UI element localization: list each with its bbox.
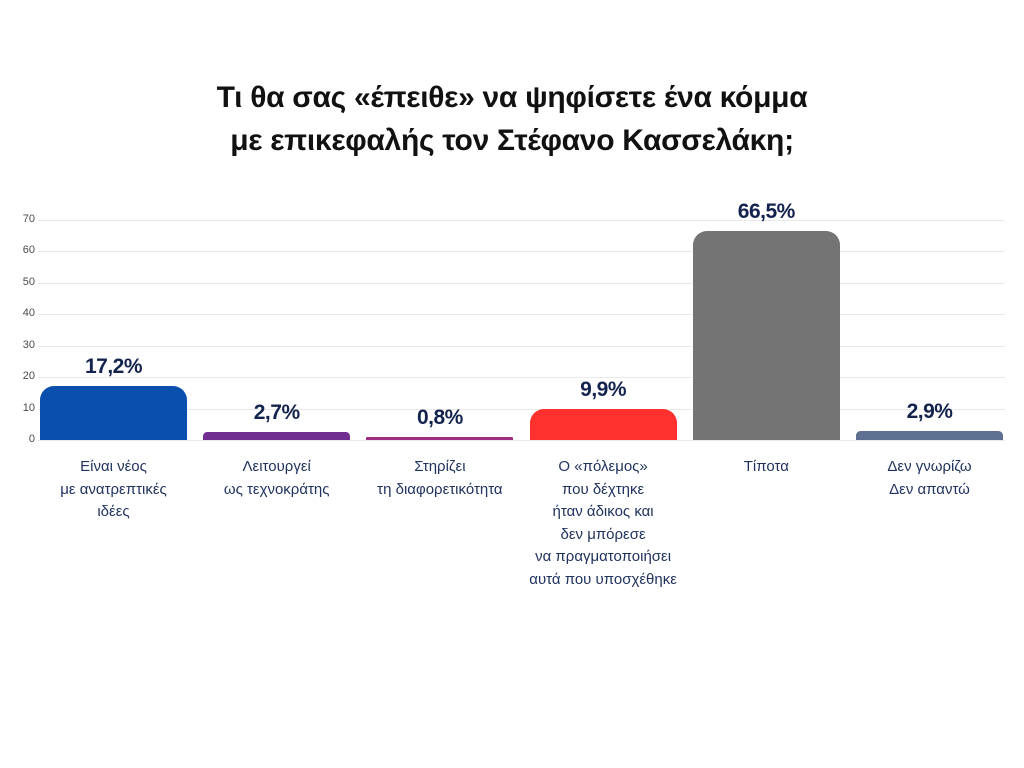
chart-title-line-1: Τι θα σας «έπειθε» να ψηφίσετε ένα κόμμα <box>216 81 808 114</box>
y-axis-tick-label: 60 <box>22 244 35 257</box>
y-gridline <box>38 408 1005 410</box>
y-axis-tick-label: 70 <box>22 213 35 225</box>
category-label: Λειτουργεί ως τεχνοκράτης <box>182 456 372 501</box>
bar-value-label: 17,2% <box>84 354 143 378</box>
category-label-line: δεν μπόρεσε <box>560 525 646 543</box>
category-label-line: Ο «πόλεμος» <box>558 458 648 475</box>
y-gridline <box>38 314 1005 316</box>
y-gridline <box>38 251 1005 253</box>
category-label-line: με ανατρεπτικές <box>60 480 167 498</box>
chart-title-line-2: με επικεφαλής τον Στέφανο Κασσελάκη; <box>230 124 794 157</box>
bar-value-label: 0,8% <box>416 406 463 430</box>
category-label: Δεν γνωρίζω Δεν απαντώ <box>835 456 1024 501</box>
bar-2 <box>203 431 351 440</box>
y-axis-tick-label: 30 <box>22 338 35 351</box>
bar-value-label: 66,5% <box>737 200 796 223</box>
category-label: Τίποτα <box>671 456 861 479</box>
chart-title: Τι θα σας «έπειθε» να ψηφίσετε ένα κόμμα… <box>0 76 1024 162</box>
bar-6 <box>856 430 1003 440</box>
y-axis-tick-label: 20 <box>22 370 35 383</box>
y-gridline <box>38 282 1005 284</box>
y-gridline <box>38 345 1005 347</box>
category-label-line: ιδέες <box>97 503 130 520</box>
category-label-line: αυτά που υποσχέθηκε <box>529 570 677 588</box>
category-label: Είναι νέος με ανατρεπτικές ιδέες <box>19 456 209 524</box>
category-label-line: να πραγματοποιήσει <box>535 548 672 565</box>
category-label-line: Δεν γνωρίζω <box>887 458 972 475</box>
category-label-line: Λειτουργεί <box>242 458 311 475</box>
bar-value-label: 9,9% <box>580 377 627 401</box>
y-gridline <box>38 220 1005 221</box>
category-label-line: Τίποτα <box>743 458 789 475</box>
y-gridline <box>38 377 1005 379</box>
category-label-line: τη διαφορετικότητα <box>377 480 503 498</box>
category-label-line: Στηρίζει <box>414 458 466 475</box>
category-label-line: ως τεχνοκράτης <box>223 480 330 498</box>
category-label-line: Δεν απαντώ <box>889 480 970 498</box>
y-axis-tick-label: 50 <box>22 275 35 288</box>
category-label-line: Είναι νέος <box>80 458 147 475</box>
bar-1 <box>40 385 187 440</box>
bar-value-label: 2,9% <box>906 399 953 423</box>
y-axis-tick-label: 10 <box>22 401 35 414</box>
bar-3 <box>366 437 514 440</box>
category-label-line: ήταν άδικος και <box>552 503 654 520</box>
category-label: Ο «πόλεμος» που δέχτηκε ήταν άδικος και δεν… <box>508 456 698 591</box>
y-axis-tick-label: 40 <box>22 307 35 320</box>
category-label-line: που δέχτηκε <box>561 480 645 498</box>
y-axis-tick-label: 0 <box>28 433 35 445</box>
bar-4 <box>529 408 677 440</box>
y-gridline <box>38 440 1005 441</box>
category-label: Στηρίζει τη διαφορετικότητα <box>345 456 535 501</box>
bar-5 <box>692 231 840 440</box>
bar-value-label: 2,7% <box>253 400 300 424</box>
